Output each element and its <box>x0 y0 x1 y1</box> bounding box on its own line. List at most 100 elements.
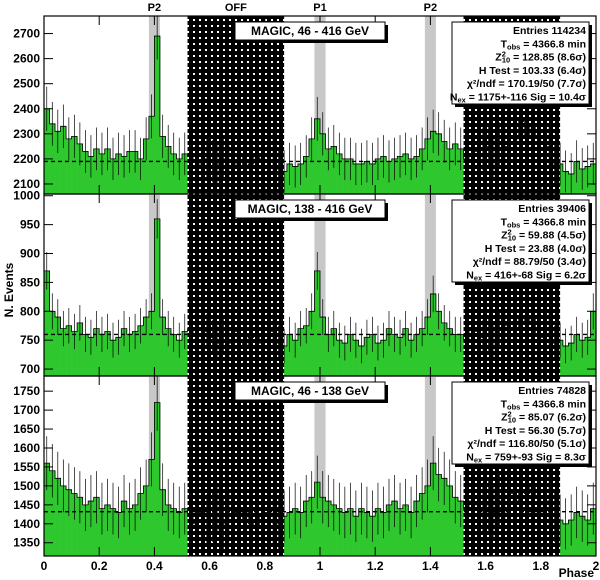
histogram-bin <box>435 311 442 376</box>
histogram-bin <box>458 501 464 556</box>
y-tick-label: 1350 <box>13 536 40 550</box>
histogram-bin <box>314 118 321 194</box>
histogram-bin <box>303 501 310 556</box>
histogram-bin <box>148 459 155 556</box>
region-label: OFF <box>225 2 247 14</box>
histogram-bin <box>93 148 100 194</box>
stat-line: Tobs = 4366.8 min <box>501 38 586 51</box>
stat-line: Z2 10 = 85.07 (6.2σ) <box>501 410 586 425</box>
y-tick-label: 2600 <box>13 52 40 66</box>
y-tick-label: 850 <box>20 275 40 289</box>
histogram-bin <box>82 334 89 376</box>
histogram-outline <box>43 218 597 376</box>
histogram-bin <box>391 501 398 556</box>
histogram-bin <box>353 340 359 376</box>
p1-band <box>314 376 326 556</box>
histogram-bin <box>44 108 50 194</box>
histogram-bin <box>77 322 83 376</box>
histogram-bin <box>88 337 94 376</box>
histogram-bin <box>419 148 426 194</box>
histogram-bin <box>557 340 564 376</box>
panel-2: 700 750 800 850 900 950 1000 MAGIC, 138 - 416 G… <box>13 189 597 377</box>
histogram-bin <box>104 148 111 194</box>
histogram-bin <box>143 138 150 194</box>
histogram-bin <box>314 482 321 556</box>
histogram-bin <box>446 328 453 376</box>
histogram-bin <box>71 493 78 556</box>
y-tick-label: 950 <box>20 218 40 232</box>
y-tick-label: 1550 <box>13 460 40 474</box>
off-region <box>187 194 285 376</box>
x-tick-label: 2 <box>593 559 600 573</box>
histogram-bin <box>77 497 83 556</box>
stat-line: H Test = 103.33 (6.4σ) <box>479 65 586 77</box>
histogram-bin <box>99 334 106 376</box>
x-tick-label: 0.4 <box>146 559 163 573</box>
y-tick-label: 1650 <box>13 422 40 436</box>
histogram-bin <box>413 334 420 376</box>
histogram-bin <box>88 501 94 556</box>
x-tick-label: 0.8 <box>256 559 273 573</box>
y-tick-label: 1600 <box>13 441 40 455</box>
stat-line: Tobs = 4366.8 min <box>501 216 586 229</box>
histogram-bin <box>159 489 166 556</box>
histogram-bin <box>170 334 177 376</box>
y-tick-label: 2200 <box>13 152 40 166</box>
histogram-bin <box>292 340 299 376</box>
histogram-bin <box>325 334 332 376</box>
y-tick-label: 1000 <box>13 189 40 203</box>
histogram-bin <box>303 325 310 376</box>
histogram-bin <box>154 402 161 556</box>
histogram-bin <box>104 331 111 376</box>
stat-line: Z2 10 = 128.85 (8.6σ) <box>495 50 586 65</box>
histogram-bin <box>126 334 133 376</box>
histogram-bin <box>143 485 150 556</box>
panel-3: 1350 1400 1450 1500 1550 1600 1650 1700 1750 0 0.2… <box>13 375 600 573</box>
off-region <box>187 16 285 194</box>
histogram-bin <box>441 141 448 194</box>
histogram-bin <box>452 334 459 376</box>
histogram-bin <box>60 126 67 194</box>
histogram-bin <box>413 501 420 556</box>
region-label: P2 <box>424 2 437 14</box>
histogram-bin <box>584 337 591 376</box>
histogram-bin <box>286 334 293 376</box>
histogram-bin <box>71 136 78 194</box>
histogram-bin <box>419 328 426 376</box>
histogram-bin <box>386 328 393 376</box>
histogram-bin <box>297 328 304 376</box>
x-tick-label: 0 <box>41 559 48 573</box>
histogram-bin <box>165 146 172 194</box>
histogram-bin <box>55 317 61 376</box>
histogram-bin <box>93 497 100 556</box>
histogram-bin <box>325 148 332 194</box>
y-tick-label: 1450 <box>13 498 40 512</box>
histogram-bin <box>458 334 464 376</box>
p1-band <box>314 16 326 194</box>
histogram-bin <box>430 463 437 556</box>
p2-band <box>424 194 436 376</box>
panel-1: 2100 2200 2300 2400 2500 2600 2700 MAGIC, 46 - … <box>13 15 597 195</box>
histogram-bin <box>397 337 404 376</box>
x-tick-label: 0.2 <box>91 559 108 573</box>
histogram-bin <box>446 148 453 194</box>
y-tick-label: 800 <box>20 304 40 318</box>
histogram-bin <box>308 138 315 194</box>
stat-line: H Test = 56.30 (5.7σ) <box>485 425 586 437</box>
histogram-bin <box>154 218 161 376</box>
stat-line: Entries 39406 <box>518 203 586 215</box>
x-tick-label: 1 <box>317 559 324 573</box>
stat-line: Z2 10 = 59.88 (4.5σ) <box>501 228 586 243</box>
histogram-bin <box>336 340 343 376</box>
histogram-bin <box>347 334 354 376</box>
histogram-bin <box>380 340 387 376</box>
region-label: P1 <box>313 2 326 14</box>
histogram-bin <box>325 501 332 556</box>
y-tick-label: 2500 <box>13 77 40 91</box>
y-tick-label: 2400 <box>13 102 40 116</box>
x-tick-label: 0.6 <box>201 559 218 573</box>
histogram-bin <box>452 497 459 556</box>
